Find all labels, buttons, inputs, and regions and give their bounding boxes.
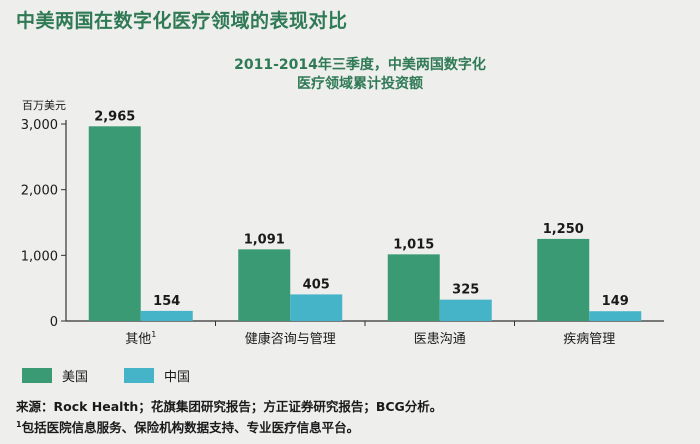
bar-cn [439,299,492,321]
footnote-text: 包括医院信息服务、保险机构数据支持、专业医疗信息平台。 [21,420,360,436]
legend-item-cn: 中国 [124,366,190,385]
bar-us [387,254,440,321]
legend-swatch-us [22,368,52,383]
footnote-marker: 1 [16,420,22,429]
y-tick-label: 3,000 [21,118,58,133]
y-tick-label: 1,000 [21,249,58,264]
x-category-label: 其他1 [125,330,156,347]
legend-label-cn: 中国 [164,370,191,385]
data-label-us: 2,965 [94,109,135,124]
chart-title-line1: 2011-2014年三季度，中美两国数字化 [234,57,486,73]
category-superscript: 1 [151,330,156,339]
data-label-us: 1,250 [543,222,584,237]
bar-cn [140,310,193,321]
x-category-label: 医患沟通 [414,332,466,347]
legend-item-us: 美国 [22,366,88,385]
source-line: 来源：Rock Health；花旗集团研究报告；方正证券研究报告；BCG分析。 [16,399,443,414]
data-label-cn: 405 [303,277,330,292]
data-label-cn: 325 [452,283,479,298]
data-label-cn: 149 [602,294,629,309]
bar-cn [589,311,642,321]
y-tick-label: 2,000 [21,184,58,199]
x-category-label: 疾病管理 [563,332,615,347]
y-tick-label: 0 [50,315,58,330]
source-note: 来源：Rock Health；花旗集团研究报告；方正证券研究报告；BCG分析。 … [16,398,442,437]
bar-us [238,249,291,321]
legend-swatch-cn [124,368,155,383]
footnote-line: 1包括医院信息服务、保险机构数据支持、专业医疗信息平台。 [16,416,442,437]
chart-title-line2: 医疗领域累计投资额 [297,76,423,92]
data-label-cn: 154 [153,294,180,309]
bar-us [537,238,590,321]
bar-cn [290,294,343,321]
legend: 美国 中国 [22,366,226,385]
bar-us [88,126,141,321]
data-label-us: 1,091 [244,232,285,247]
legend-label-us: 美国 [62,370,89,385]
x-category-label: 健康咨询与管理 [245,331,336,347]
page-title: 中美两国在数字化医疗领域的表现对比 [16,10,348,32]
y-axis-unit-label: 百万美元 [22,99,66,112]
chart-title: 2011-2014年三季度，中美两国数字化 医疗领域累计投资额 [150,56,570,94]
data-label-us: 1,015 [393,237,434,252]
